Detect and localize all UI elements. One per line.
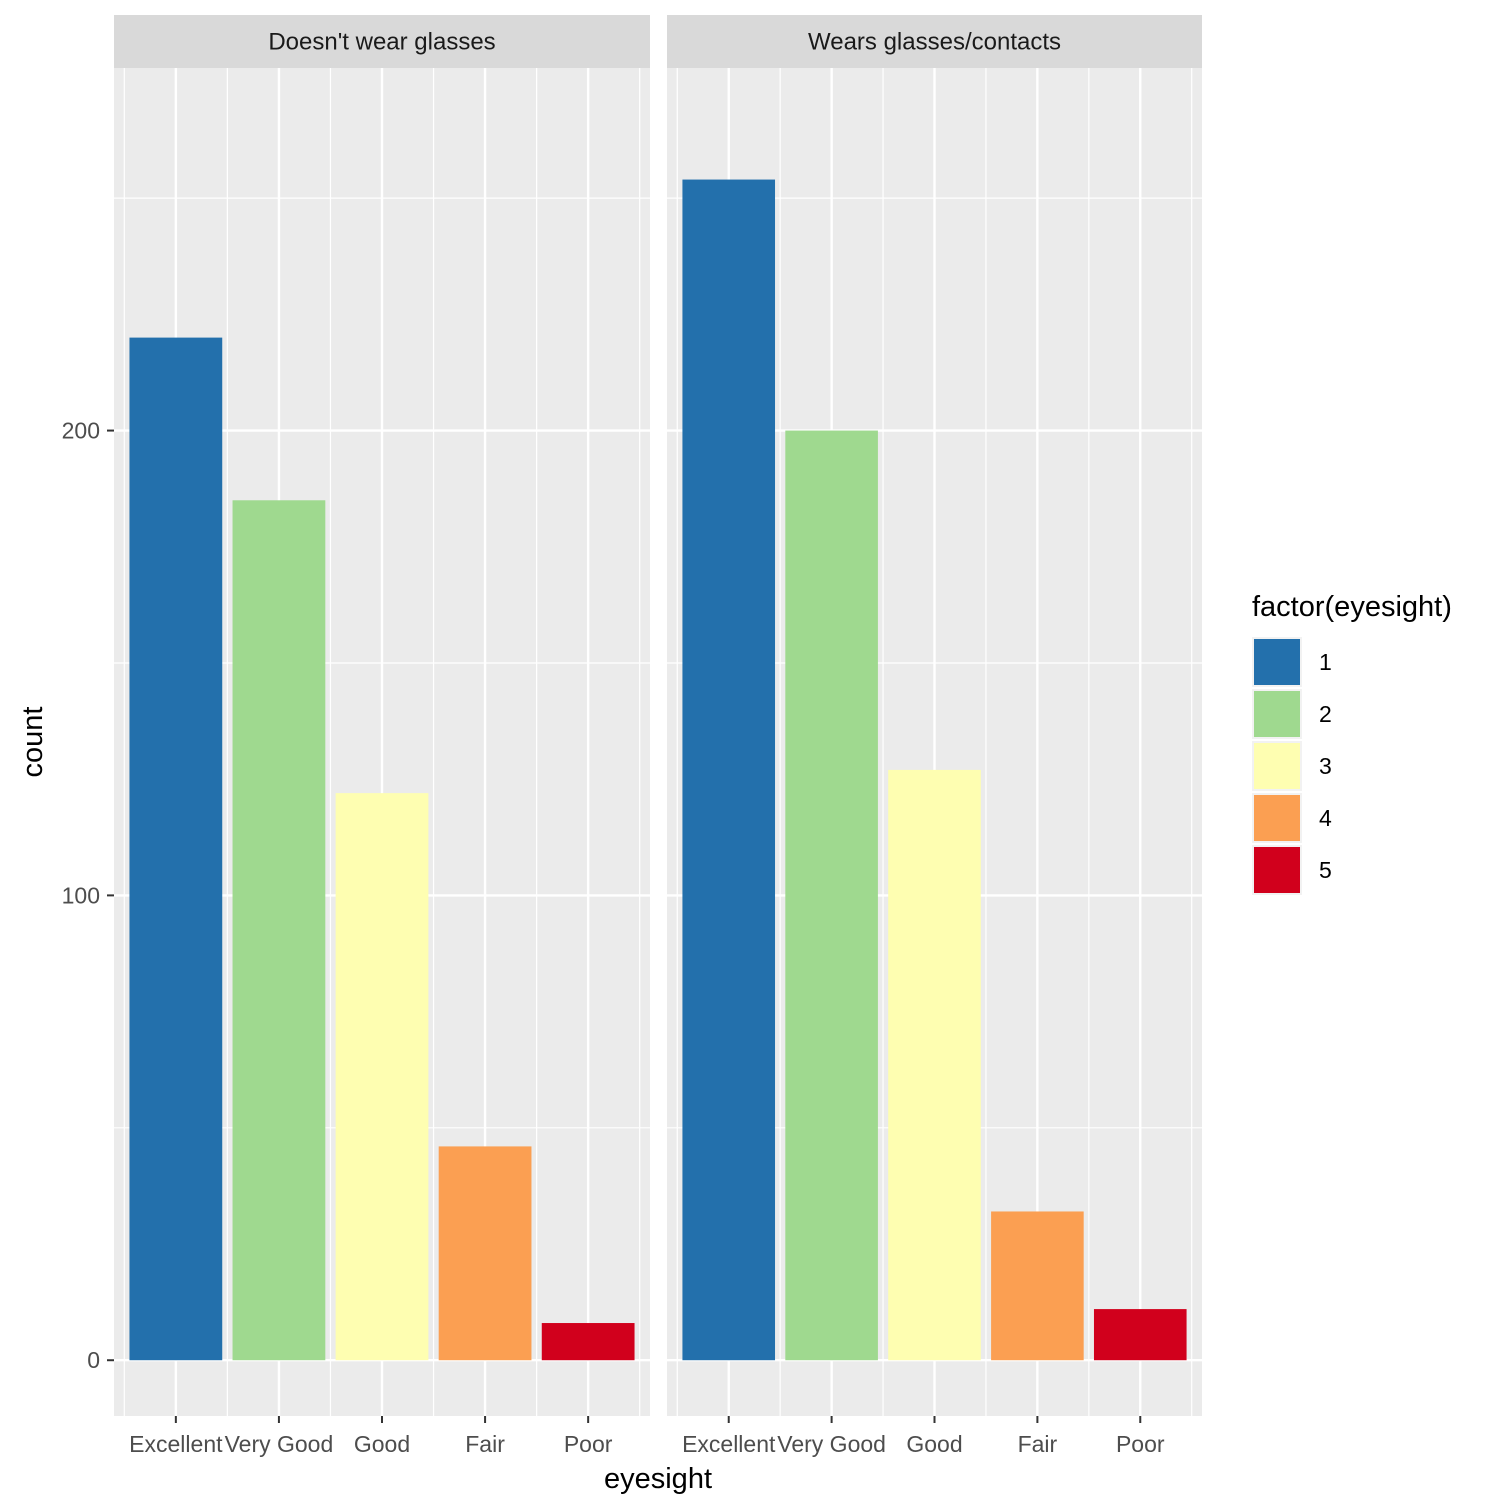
facet-panel: Doesn't wear glasses Excellent Very Good Go…: [114, 15, 650, 1457]
y-axis-title: count: [17, 707, 49, 778]
legend-key-swatch: [1254, 743, 1300, 789]
facet-strip: [667, 15, 1202, 68]
bar-excellent: [129, 337, 223, 1361]
x-tick-label: Very Good: [225, 1431, 334, 1457]
x-tick-label: Poor: [1116, 1431, 1165, 1457]
y-tick-label: 0: [87, 1347, 100, 1373]
bar-excellent: [682, 179, 776, 1361]
x-tick-label: Fair: [1018, 1431, 1058, 1457]
bar-very-good: [785, 430, 878, 1361]
facet-strip-title: Doesn't wear glasses: [268, 29, 495, 56]
legend-label: 5: [1319, 857, 1332, 883]
legend-key-swatch: [1254, 639, 1300, 685]
bar-fair: [991, 1211, 1084, 1361]
x-tick-label: Poor: [564, 1431, 613, 1457]
bar-good: [888, 769, 981, 1361]
legend-key-swatch: [1254, 847, 1300, 893]
bar-very-good: [232, 500, 326, 1361]
legend-label: 1: [1319, 649, 1332, 675]
y-tick-label: 100: [62, 882, 100, 908]
legend-key-swatch: [1254, 691, 1300, 737]
legend-label: 3: [1319, 753, 1332, 779]
facet-strip: [114, 15, 650, 68]
x-tick-label: Fair: [465, 1431, 505, 1457]
bar-poor: [1093, 1309, 1187, 1361]
legend-title: factor(eyesight): [1252, 591, 1452, 623]
legend: factor(eyesight) 1 2 3 4 5: [1252, 591, 1452, 895]
bar-poor: [541, 1323, 635, 1361]
x-tick-label: Very Good: [777, 1431, 886, 1457]
x-tick-label: Good: [354, 1431, 410, 1457]
legend-label: 2: [1319, 701, 1332, 727]
x-tick-label: Excellent: [129, 1431, 223, 1457]
facet-panel: Wears glasses/contacts Excellent Very Good…: [667, 15, 1202, 1457]
legend-key-swatch: [1254, 795, 1300, 841]
y-axis: 0 100 200: [62, 418, 114, 1373]
bar-good: [335, 793, 429, 1361]
legend-label: 4: [1319, 805, 1332, 831]
bar-fair: [438, 1146, 532, 1361]
x-axis-title: eyesight: [604, 1463, 712, 1495]
facet-strip-title: Wears glasses/contacts: [808, 29, 1061, 56]
x-tick-label: Good: [906, 1431, 962, 1457]
x-tick-label: Excellent: [682, 1431, 776, 1457]
y-tick-label: 200: [62, 418, 100, 444]
